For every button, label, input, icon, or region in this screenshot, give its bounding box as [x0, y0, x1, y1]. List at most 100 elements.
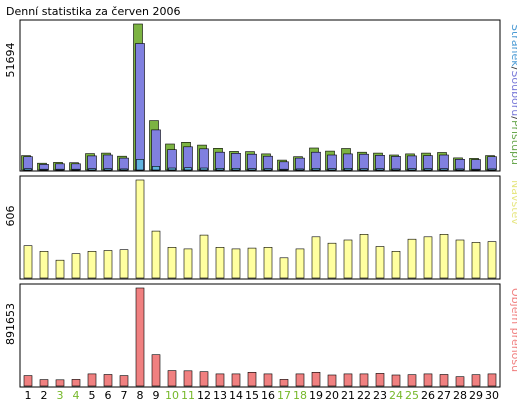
bar: [488, 168, 496, 171]
bar: [455, 159, 465, 171]
panel-max-label: 891653: [4, 303, 17, 345]
x-tick-label: 27: [437, 389, 451, 402]
bar: [215, 373, 225, 387]
bar: [183, 370, 193, 387]
bar: [87, 373, 97, 387]
bar: [472, 168, 480, 171]
bar: [135, 43, 145, 171]
bar: [23, 245, 33, 279]
panel-frame: [19, 283, 501, 388]
bar: [487, 373, 497, 387]
x-tick-label: 15: [245, 389, 259, 402]
legend-entry: Souborů: [509, 70, 517, 116]
bar: [327, 154, 337, 171]
bar: [183, 248, 193, 279]
bar: [343, 239, 353, 279]
panel-frame: [19, 19, 501, 172]
x-tick-label: 28: [453, 389, 467, 402]
bar: [55, 259, 65, 279]
bar: [471, 242, 481, 279]
bar: [104, 168, 112, 171]
bar: [359, 373, 369, 387]
panel-frame: [19, 175, 501, 280]
bar: [248, 168, 256, 171]
bar: [135, 179, 145, 279]
bar: [471, 159, 481, 171]
bar: [391, 156, 401, 171]
series-Přístupů: [21, 23, 495, 171]
bar: [183, 146, 193, 171]
x-tick-label: 17: [277, 389, 291, 402]
bar: [151, 129, 161, 171]
bar: [311, 371, 321, 387]
x-tick-label: 25: [405, 389, 419, 402]
bar: [487, 241, 497, 279]
bar: [231, 248, 241, 279]
x-tick-label: 4: [73, 389, 80, 402]
bar: [120, 168, 128, 171]
bar: [456, 168, 464, 171]
bar: [279, 379, 289, 387]
x-tick-label: 14: [229, 389, 243, 402]
bar: [471, 374, 481, 387]
bar: [71, 379, 81, 387]
bar: [152, 166, 160, 171]
bar: [311, 151, 321, 171]
x-tick-label: 9: [153, 389, 160, 402]
x-tick-label: 2: [41, 389, 48, 402]
bar: [327, 374, 337, 387]
bar: [424, 168, 432, 171]
panel-visits: 606 Návštěv: [4, 175, 517, 280]
bar: [296, 168, 304, 171]
bar: [72, 168, 80, 171]
x-tick-label: 21: [341, 389, 355, 402]
x-tick-label: 6: [105, 389, 112, 402]
bar: [231, 373, 241, 387]
legend-entry: /: [509, 67, 517, 71]
legend-entry: Objem přenosu: [509, 288, 517, 372]
series-Objem přenosu: [23, 287, 497, 387]
bar: [151, 354, 161, 387]
bar: [312, 168, 320, 171]
bar: [392, 168, 400, 171]
bar: [23, 156, 33, 171]
x-tick-label: 13: [213, 389, 227, 402]
bar: [23, 375, 33, 387]
bar: [247, 153, 257, 171]
x-tick-label: 19: [309, 389, 323, 402]
x-tick-label: 16: [261, 389, 275, 402]
bar: [167, 370, 177, 387]
bar: [216, 168, 224, 171]
bar: [264, 168, 272, 171]
bar: [247, 247, 257, 279]
bar: [24, 168, 32, 171]
bar: [199, 148, 209, 171]
bar: [440, 168, 448, 171]
bar: [391, 374, 401, 387]
bar: [168, 167, 176, 171]
panel-traffic: 891653 Objem přenosu: [4, 283, 517, 388]
bar: [88, 168, 96, 171]
x-tick-label: 20: [325, 389, 339, 402]
bar: [344, 168, 352, 171]
bar: [359, 153, 369, 171]
series-Návštěv: [23, 179, 497, 279]
series-Stránek: [24, 159, 496, 171]
x-tick-label: 23: [373, 389, 387, 402]
bar: [343, 373, 353, 387]
x-tick-label: 5: [89, 389, 96, 402]
bar: [407, 238, 417, 279]
bar: [56, 168, 64, 171]
bar: [263, 373, 273, 387]
x-tick-label: 3: [57, 389, 64, 402]
bar: [375, 155, 385, 171]
series-Souborů: [23, 43, 497, 171]
bar: [55, 379, 65, 387]
x-tick-label: 26: [421, 389, 435, 402]
bar: [40, 168, 48, 171]
bar: [359, 234, 369, 279]
bar: [280, 168, 288, 171]
bar: [231, 153, 241, 171]
x-tick-label: 24: [389, 389, 403, 402]
